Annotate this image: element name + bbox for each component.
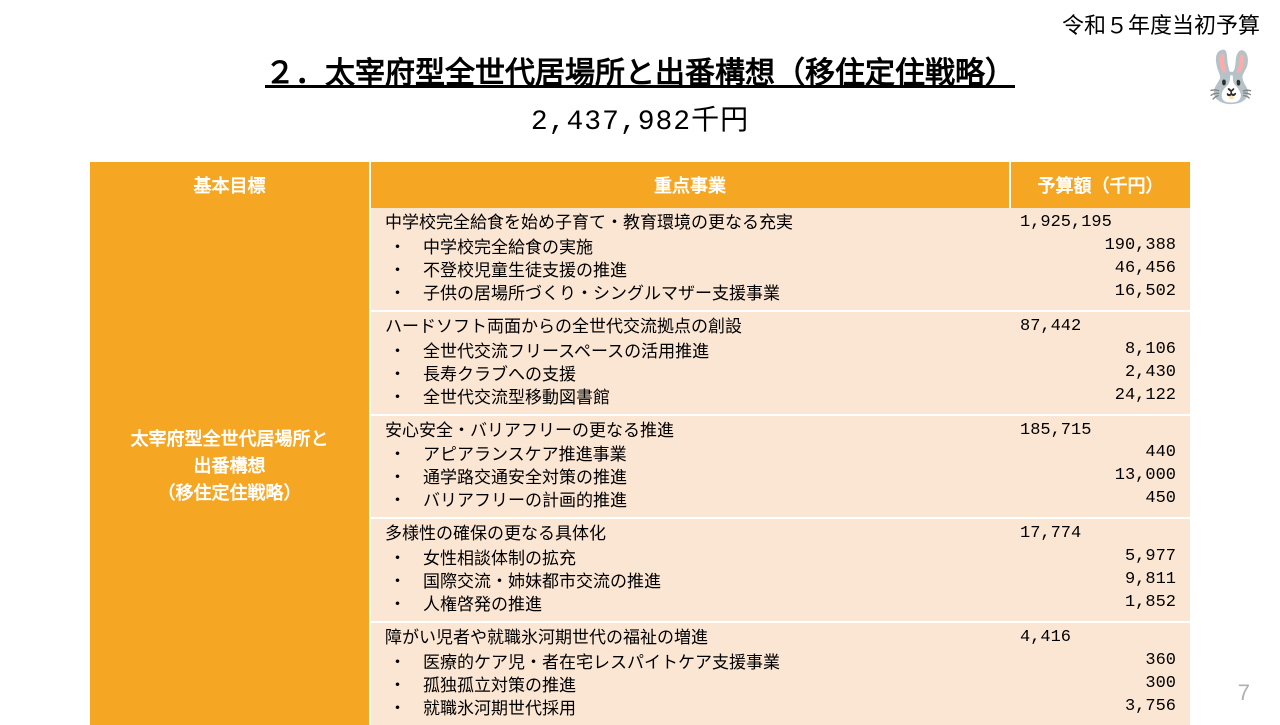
col-header-amount: 予算額（千円）	[1010, 162, 1190, 208]
project-sub-item: 就職氷河期世代採用	[385, 698, 1000, 721]
table-row: 太宰府型全世代居場所と出番構想（移住定住戦略）中学校完全給食を始め子育て・教育環…	[90, 208, 1190, 311]
project-sub-item: 中学校完全給食の実施	[385, 237, 1000, 260]
amount-sub: 46,456	[1020, 258, 1176, 281]
mascot-icon: 🐰	[1200, 52, 1260, 122]
project-sub-list: 中学校完全給食の実施不登校児童生徒支援の推進子供の居場所づくり・シングルマザー支…	[385, 237, 1000, 306]
project-cell: 多様性の確保の更なる具体化女性相談体制の拡充国際交流・姉妹都市交流の推進人権啓発…	[370, 518, 1010, 622]
page-number: 7	[1238, 680, 1250, 706]
amount-sub: 190,388	[1020, 235, 1176, 258]
table-header-row: 基本目標 重点事業 予算額（千円）	[90, 162, 1190, 208]
project-cell: 安心安全・バリアフリーの更なる推進アピアランスケア推進事業通学路交通安全対策の推…	[370, 415, 1010, 519]
project-main: 多様性の確保の更なる具体化	[385, 523, 1000, 546]
project-cell: 中学校完全給食を始め子育て・教育環境の更なる充実中学校完全給食の実施不登校児童生…	[370, 208, 1010, 311]
project-sub-list: 全世代交流フリースペースの活用推進長寿クラブへの支援全世代交流型移動図書館	[385, 341, 1000, 410]
amount-cell: 17,7745,9779,8111,852	[1010, 518, 1190, 622]
amount-cell: 87,4428,1062,43024,122	[1010, 311, 1190, 415]
table-body: 太宰府型全世代居場所と出番構想（移住定住戦略）中学校完全給食を始め子育て・教育環…	[90, 208, 1190, 725]
col-header-project: 重点事業	[370, 162, 1010, 208]
project-main: 障がい児者や就職氷河期世代の福祉の増進	[385, 627, 1000, 650]
project-sub-item: 不登校児童生徒支援の推進	[385, 260, 1000, 283]
amount-sub: 9,811	[1020, 569, 1176, 592]
amount-sub: 300	[1020, 673, 1176, 696]
budget-table: 基本目標 重点事業 予算額（千円） 太宰府型全世代居場所と出番構想（移住定住戦略…	[90, 162, 1190, 725]
project-sub-item: 全世代交流フリースペースの活用推進	[385, 341, 1000, 364]
amount-main: 185,715	[1020, 420, 1176, 443]
amount-cell: 185,71544013,000450	[1010, 415, 1190, 519]
project-main: ハードソフト両面からの全世代交流拠点の創設	[385, 316, 1000, 339]
project-sub-item: アピアランスケア推進事業	[385, 444, 1000, 467]
project-sub-item: 子供の居場所づくり・シングルマザー支援事業	[385, 283, 1000, 306]
amount-cell: 4,4163603003,756	[1010, 622, 1190, 725]
goal-cell: 太宰府型全世代居場所と出番構想（移住定住戦略）	[90, 208, 370, 725]
amount-main: 4,416	[1020, 627, 1176, 650]
project-main: 中学校完全給食を始め子育て・教育環境の更なる充実	[385, 212, 1000, 235]
amount-main: 87,442	[1020, 316, 1176, 339]
amount-sub: 13,000	[1020, 465, 1176, 488]
amount-main: 17,774	[1020, 523, 1176, 546]
col-header-goal: 基本目標	[90, 162, 370, 208]
project-sub-item: 通学路交通安全対策の推進	[385, 467, 1000, 490]
amount-sub: 440	[1020, 442, 1176, 465]
amount-sub: 16,502	[1020, 281, 1176, 304]
fiscal-year-label: 令和５年度当初予算	[1062, 8, 1260, 40]
project-cell: ハードソフト両面からの全世代交流拠点の創設全世代交流フリースペースの活用推進長寿…	[370, 311, 1010, 415]
budget-table-wrap: 基本目標 重点事業 予算額（千円） 太宰府型全世代居場所と出番構想（移住定住戦略…	[90, 162, 1190, 725]
amount-sub: 8,106	[1020, 339, 1176, 362]
amount-cell: 1,925,195190,38846,45616,502	[1010, 208, 1190, 311]
page-title: ２．太宰府型全世代居場所と出番構想（移住定住戦略）	[259, 48, 1021, 94]
amount-sub: 24,122	[1020, 385, 1176, 408]
project-sub-item: バリアフリーの計画的推進	[385, 490, 1000, 513]
project-sub-item: 国際交流・姉妹都市交流の推進	[385, 571, 1000, 594]
amount-sub: 5,977	[1020, 546, 1176, 569]
project-sub-item: 孤独孤立対策の推進	[385, 675, 1000, 698]
amount-sub: 3,756	[1020, 696, 1176, 719]
project-sub-item: 長寿クラブへの支援	[385, 364, 1000, 387]
project-sub-list: アピアランスケア推進事業通学路交通安全対策の推進バリアフリーの計画的推進	[385, 444, 1000, 513]
project-sub-item: 女性相談体制の拡充	[385, 548, 1000, 571]
project-sub-list: 医療的ケア児・者在宅レスパイトケア支援事業孤独孤立対策の推進就職氷河期世代採用	[385, 652, 1000, 721]
project-main: 安心安全・バリアフリーの更なる推進	[385, 420, 1000, 443]
amount-sub: 360	[1020, 650, 1176, 673]
amount-sub: 1,852	[1020, 592, 1176, 615]
amount-main: 1,925,195	[1020, 212, 1176, 235]
project-cell: 障がい児者や就職氷河期世代の福祉の増進医療的ケア児・者在宅レスパイトケア支援事業…	[370, 622, 1010, 725]
project-sub-item: 医療的ケア児・者在宅レスパイトケア支援事業	[385, 652, 1000, 675]
project-sub-item: 全世代交流型移動図書館	[385, 387, 1000, 410]
amount-sub: 2,430	[1020, 362, 1176, 385]
project-sub-list: 女性相談体制の拡充国際交流・姉妹都市交流の推進人権啓発の推進	[385, 548, 1000, 617]
total-amount: 2,437,982千円	[0, 98, 1280, 138]
project-sub-item: 人権啓発の推進	[385, 594, 1000, 617]
amount-sub: 450	[1020, 488, 1176, 511]
